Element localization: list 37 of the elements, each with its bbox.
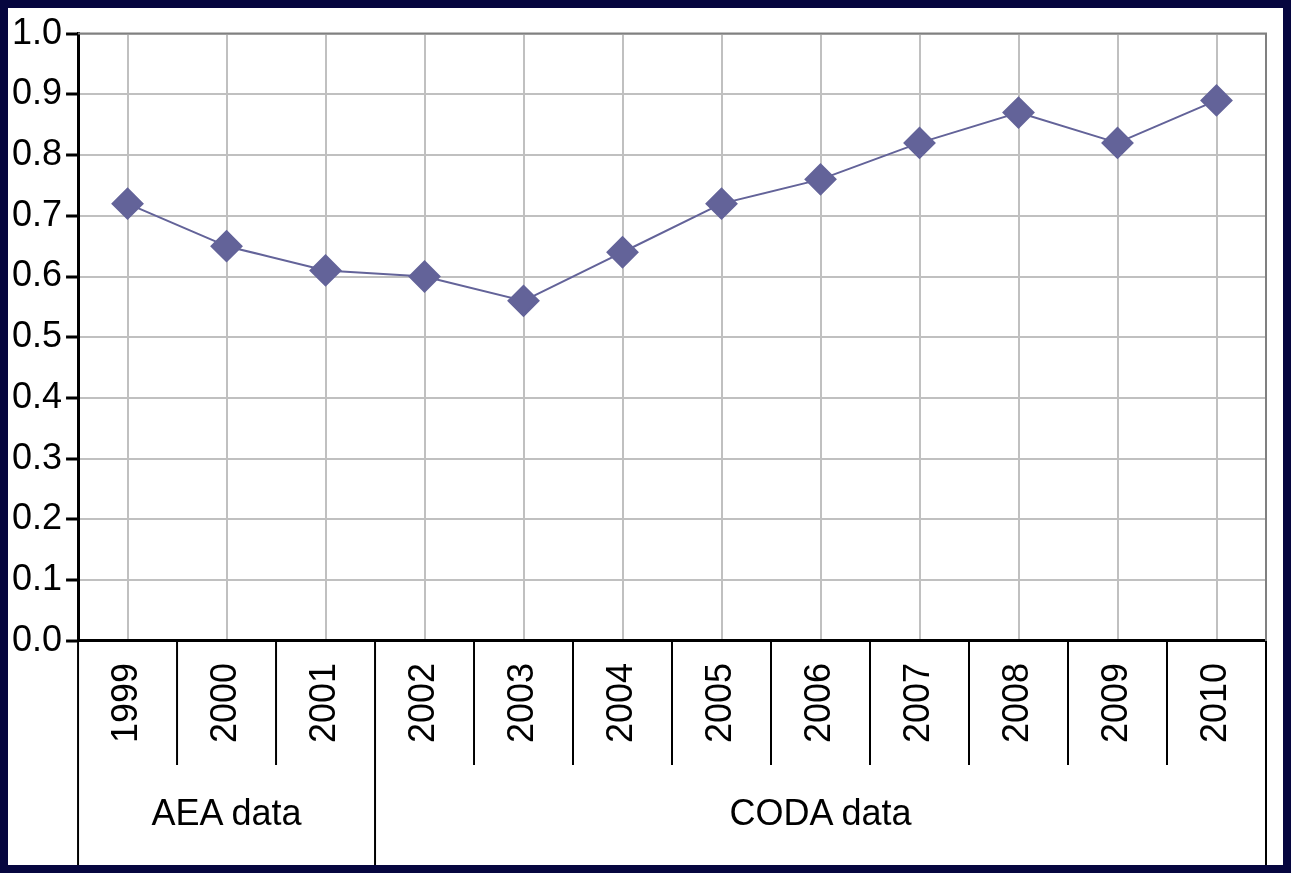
y-tick-label: 1.0 (12, 10, 63, 52)
x-tick-label: 2005 (698, 662, 740, 744)
y-tick-label: 0.3 (12, 435, 63, 477)
x-tick-label: 1999 (104, 662, 146, 744)
y-tick-label: 0.0 (12, 617, 63, 659)
x-tick-label: 2003 (500, 662, 542, 744)
point (606, 236, 639, 269)
y-tick-label: 0.7 (12, 192, 63, 234)
point (1200, 84, 1233, 117)
x-tick-label: 2001 (302, 662, 344, 744)
x-tick-label: 2006 (797, 662, 839, 744)
point (111, 187, 144, 220)
y-tick-label: 0.8 (12, 131, 63, 173)
y-tick-label: 0.9 (12, 71, 63, 113)
x-tick-label: 2000 (203, 662, 245, 744)
x-tick-label: 2002 (401, 662, 443, 744)
point (705, 187, 738, 220)
y-tick-label: 0.4 (12, 374, 63, 416)
x-tick-label: 2004 (599, 662, 641, 744)
x-tick-label: 2009 (1094, 662, 1136, 744)
text: CODA data (729, 791, 913, 833)
point (507, 284, 540, 317)
x-tick-label: 2010 (1193, 662, 1235, 744)
point (309, 254, 342, 287)
y-tick-label: 0.2 (12, 496, 63, 538)
y-tick-label: 0.6 (12, 253, 63, 295)
x-tick-label: 2008 (995, 662, 1037, 744)
y-tick-label: 0.5 (12, 314, 63, 356)
point (210, 230, 243, 263)
y-tick-label: 0.1 (12, 557, 63, 599)
text: AEA data (151, 791, 303, 833)
point (1101, 126, 1134, 159)
point (804, 163, 837, 196)
x-tick-label: 2007 (896, 662, 938, 744)
point (408, 260, 441, 293)
point (903, 126, 936, 159)
point (1002, 96, 1035, 129)
